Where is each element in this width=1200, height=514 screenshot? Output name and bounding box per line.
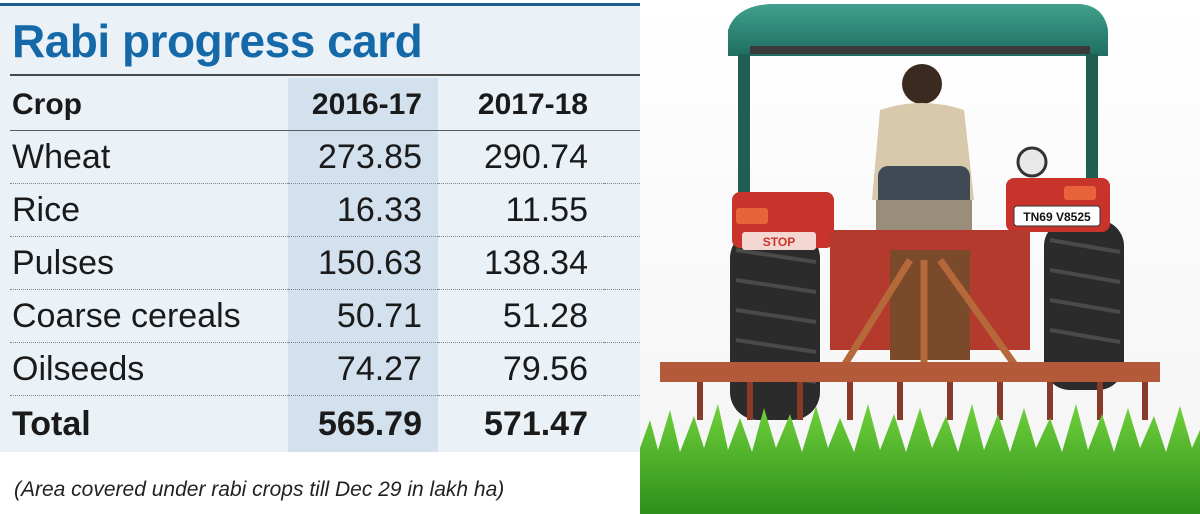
canopy-post-right xyxy=(1086,54,1098,204)
crop-name: Wheat xyxy=(10,130,288,184)
value-2016-17: 150.63 xyxy=(288,236,438,290)
value-2016-17: 50.71 xyxy=(288,289,438,343)
header-crop: Crop xyxy=(10,80,288,131)
value-2016-17: 74.27 xyxy=(288,342,438,396)
tyre-left xyxy=(730,230,820,420)
table-row: Coarse cereals 50.71 51.28 xyxy=(10,289,664,343)
canopy-post-left xyxy=(738,54,750,204)
stop-label: STOP xyxy=(763,235,795,249)
value-2017-18: 290.74 xyxy=(438,130,604,184)
value-2017-18: 79.56 xyxy=(438,342,604,396)
crop-name: Coarse cereals xyxy=(10,289,288,343)
value-2017-18: 11.55 xyxy=(438,183,604,237)
total-2016-17: 565.79 xyxy=(318,404,422,443)
value-2017-18: 138.34 xyxy=(438,236,604,290)
stop-label-box xyxy=(742,232,816,250)
total-label: Total xyxy=(12,404,91,443)
table-header-row: Crop 2016-17 2017-18 xyxy=(10,80,664,131)
table-row: Pulses 150.63 138.34 xyxy=(10,236,664,290)
crop-name: Oilseeds xyxy=(10,342,288,396)
canopy xyxy=(728,4,1108,56)
plate-label: TN69 V8525 xyxy=(1023,210,1091,224)
tail-light-left xyxy=(736,208,768,224)
total-2017-18: 571.47 xyxy=(484,404,588,443)
value-2017-18: 51.28 xyxy=(438,289,604,343)
grass xyxy=(640,404,1200,514)
tail-light-right xyxy=(1064,186,1096,200)
tractor-photo: STOP TN69 V8525 xyxy=(640,0,1200,514)
footnote: (Area covered under rabi crops till Dec … xyxy=(14,478,505,501)
rabi-table: Crop 2016-17 2017-18 Wheat 273.85 290.74… xyxy=(10,80,664,452)
crop-name: Rice xyxy=(10,183,288,237)
title-rule xyxy=(10,74,664,76)
header-2016-17: 2016-17 xyxy=(288,80,438,131)
cultivator-bar xyxy=(660,362,1160,382)
value-2016-17: 273.85 xyxy=(288,130,438,184)
total-row: Total 565.79 571.47 xyxy=(10,396,664,453)
value-2016-17: 16.33 xyxy=(288,183,438,237)
headlamp xyxy=(1016,146,1048,178)
plate-box xyxy=(1013,205,1101,227)
header-2017-18: 2017-18 xyxy=(438,80,604,131)
chart-title: Rabi progress card xyxy=(12,15,423,67)
top-rule xyxy=(0,3,1200,6)
table-row: Rice 16.33 11.55 xyxy=(10,183,664,237)
table-row: Oilseeds 74.27 79.56 xyxy=(10,342,664,396)
roll-bar xyxy=(750,46,1090,54)
driver-head xyxy=(902,64,942,104)
table-row: Wheat 273.85 290.74 xyxy=(10,130,664,184)
crop-name: Pulses xyxy=(10,236,288,290)
